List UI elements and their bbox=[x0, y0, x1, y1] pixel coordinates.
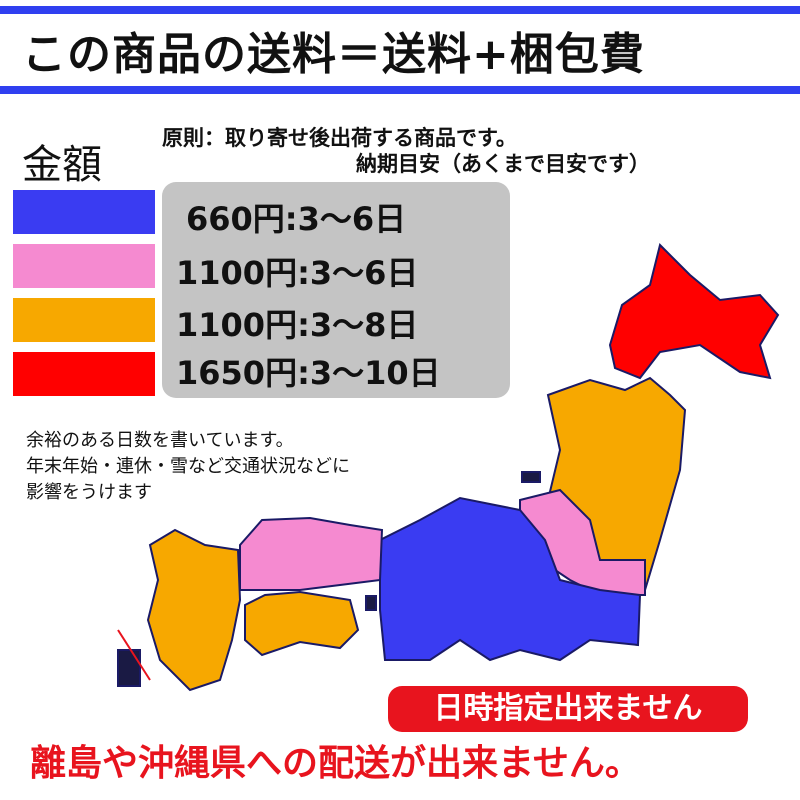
price-red: 1650円:3〜10日 bbox=[176, 354, 441, 392]
notice-line1: 余裕のある日数を書いています。 bbox=[26, 430, 294, 451]
island-sado bbox=[521, 471, 541, 483]
region-kyushu bbox=[146, 528, 242, 692]
swatch-orange bbox=[13, 298, 155, 342]
region-chugoku bbox=[239, 516, 384, 591]
notice-line2: 年末年始・連休・雪など交通状況などに bbox=[26, 456, 350, 477]
no-islands-warning: 離島や沖縄県への配送が出来ません。 bbox=[30, 743, 641, 784]
notice-line3: 影響をうけます bbox=[26, 482, 152, 503]
price-box bbox=[162, 182, 510, 398]
island-awaji bbox=[365, 595, 377, 611]
top-bar bbox=[0, 6, 800, 14]
price-blue: 660円:3〜6日 bbox=[186, 200, 407, 238]
legend-heading: 金額 bbox=[22, 142, 102, 188]
region-hokkaido bbox=[608, 243, 780, 380]
price-pink: 1100円:3〜6日 bbox=[176, 254, 419, 292]
region-shikoku bbox=[244, 590, 360, 657]
swatch-pink bbox=[13, 244, 155, 288]
region-chubu-kansai bbox=[379, 496, 642, 662]
no-date-specification-badge: 日時指定出来ません bbox=[388, 686, 748, 732]
okinawa-excluded-mark bbox=[117, 629, 151, 681]
swatch-blue bbox=[13, 190, 155, 234]
page-title: この商品の送料＝送料+梱包費 bbox=[22, 29, 645, 80]
bottom-bar bbox=[0, 86, 800, 94]
note-line2: 納期目安（あくまで目安です） bbox=[356, 152, 650, 176]
region-okinawa bbox=[117, 649, 141, 687]
price-orange: 1100円:3〜8日 bbox=[176, 306, 419, 344]
note-line1: 原則：取り寄せ後出荷する商品です。 bbox=[162, 126, 517, 150]
swatch-red bbox=[13, 352, 155, 396]
